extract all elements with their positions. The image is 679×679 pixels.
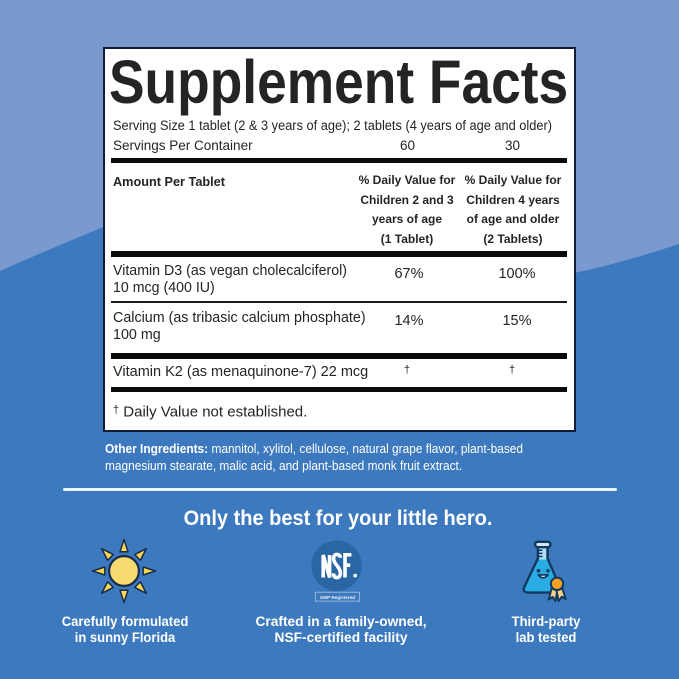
svg-text:GMP Registered: GMP Registered [320,595,356,600]
